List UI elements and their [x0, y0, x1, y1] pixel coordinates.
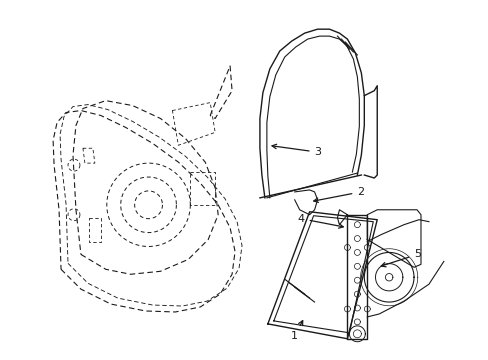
Text: 3: 3 — [271, 144, 321, 157]
Text: 4: 4 — [297, 214, 343, 228]
Text: 2: 2 — [313, 187, 364, 202]
Text: 1: 1 — [291, 321, 302, 341]
Text: 5: 5 — [381, 249, 420, 267]
